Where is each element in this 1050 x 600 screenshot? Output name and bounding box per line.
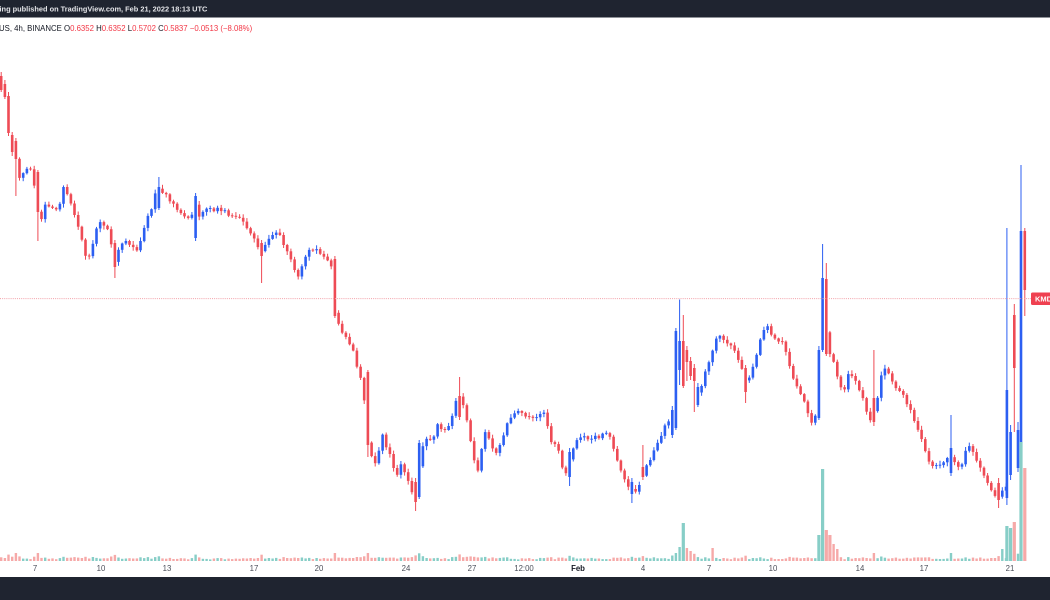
svg-text:4: 4: [641, 564, 646, 573]
svg-text:27: 27: [468, 564, 477, 573]
svg-text:24: 24: [402, 564, 411, 573]
svg-text:21: 21: [1006, 564, 1015, 573]
svg-text:ing published on TradingView.c: ing published on TradingView.com, Feb 21…: [0, 5, 208, 14]
svg-text:13: 13: [163, 564, 172, 573]
svg-text:14: 14: [856, 564, 865, 573]
svg-text:12:00: 12:00: [514, 564, 534, 573]
svg-text:17: 17: [920, 564, 929, 573]
svg-text:17: 17: [250, 564, 259, 573]
svg-text:7: 7: [707, 564, 711, 573]
svg-text:20: 20: [315, 564, 324, 573]
svg-text:KMD: KMD: [1035, 294, 1050, 303]
svg-text:Feb: Feb: [571, 564, 585, 573]
svg-text:10: 10: [769, 564, 778, 573]
svg-text:7: 7: [33, 564, 37, 573]
svg-text:US, 4h, BINANCE O0.6352 H0.635: US, 4h, BINANCE O0.6352 H0.6352 L0.5702 …: [0, 24, 253, 33]
svg-text:10: 10: [97, 564, 106, 573]
